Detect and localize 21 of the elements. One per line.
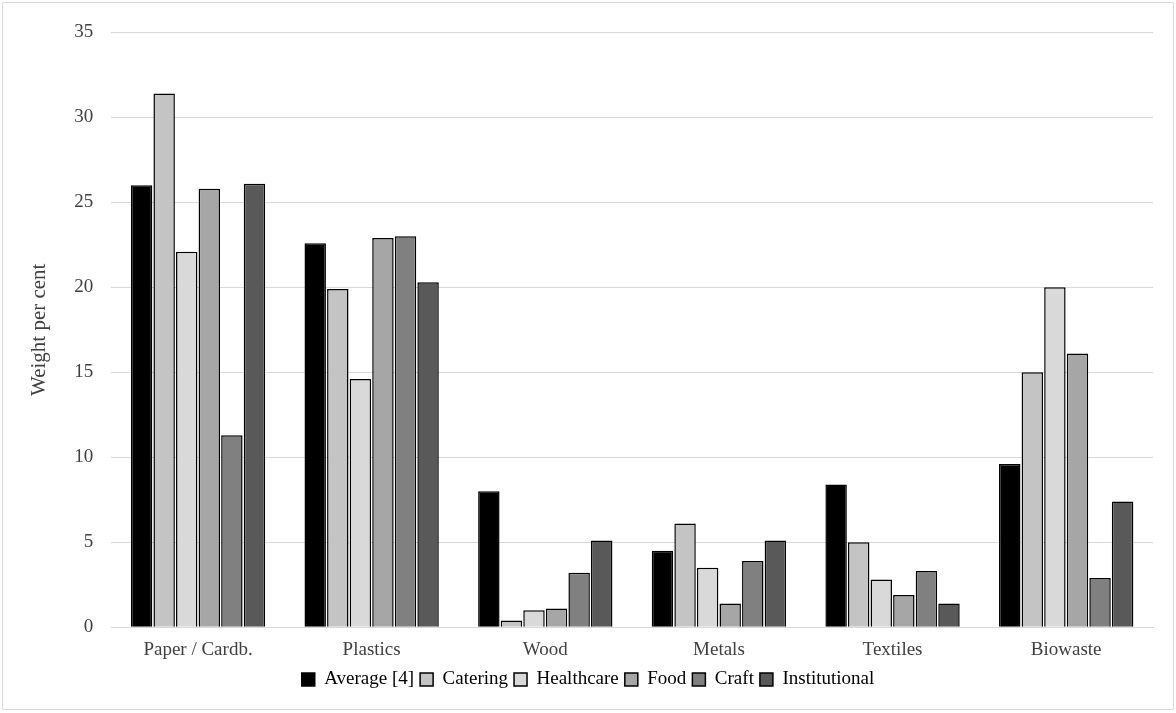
x-tick-label: Metals [693,637,745,659]
x-tick-label: Plastics [342,637,401,659]
y-tick-label: 5 [83,530,94,552]
y-tick-label: 25 [74,190,94,212]
legend-label: Craft [714,667,755,689]
y-axis-title: Weight per cent [26,263,51,397]
x-tick-label: Paper / Cardb. [143,637,253,659]
y-tick-label: 20 [74,275,94,297]
x-tick-label: Biowaste [1030,637,1102,659]
y-tick-label: 15 [74,360,94,382]
x-tick-label: Wood [522,637,569,659]
legend-label: Catering [442,667,509,689]
y-tick-label: 30 [74,105,94,127]
y-tick-label: 10 [74,445,94,467]
legend-label: Average [4] [324,667,415,689]
x-tick-label: Textiles [862,637,923,659]
legend-label: Institutional [782,667,875,689]
y-tick-label: 35 [74,20,94,42]
legend-label: Food [647,667,687,689]
y-tick-label: 0 [83,615,94,637]
legend-label: Healthcare [536,667,619,689]
